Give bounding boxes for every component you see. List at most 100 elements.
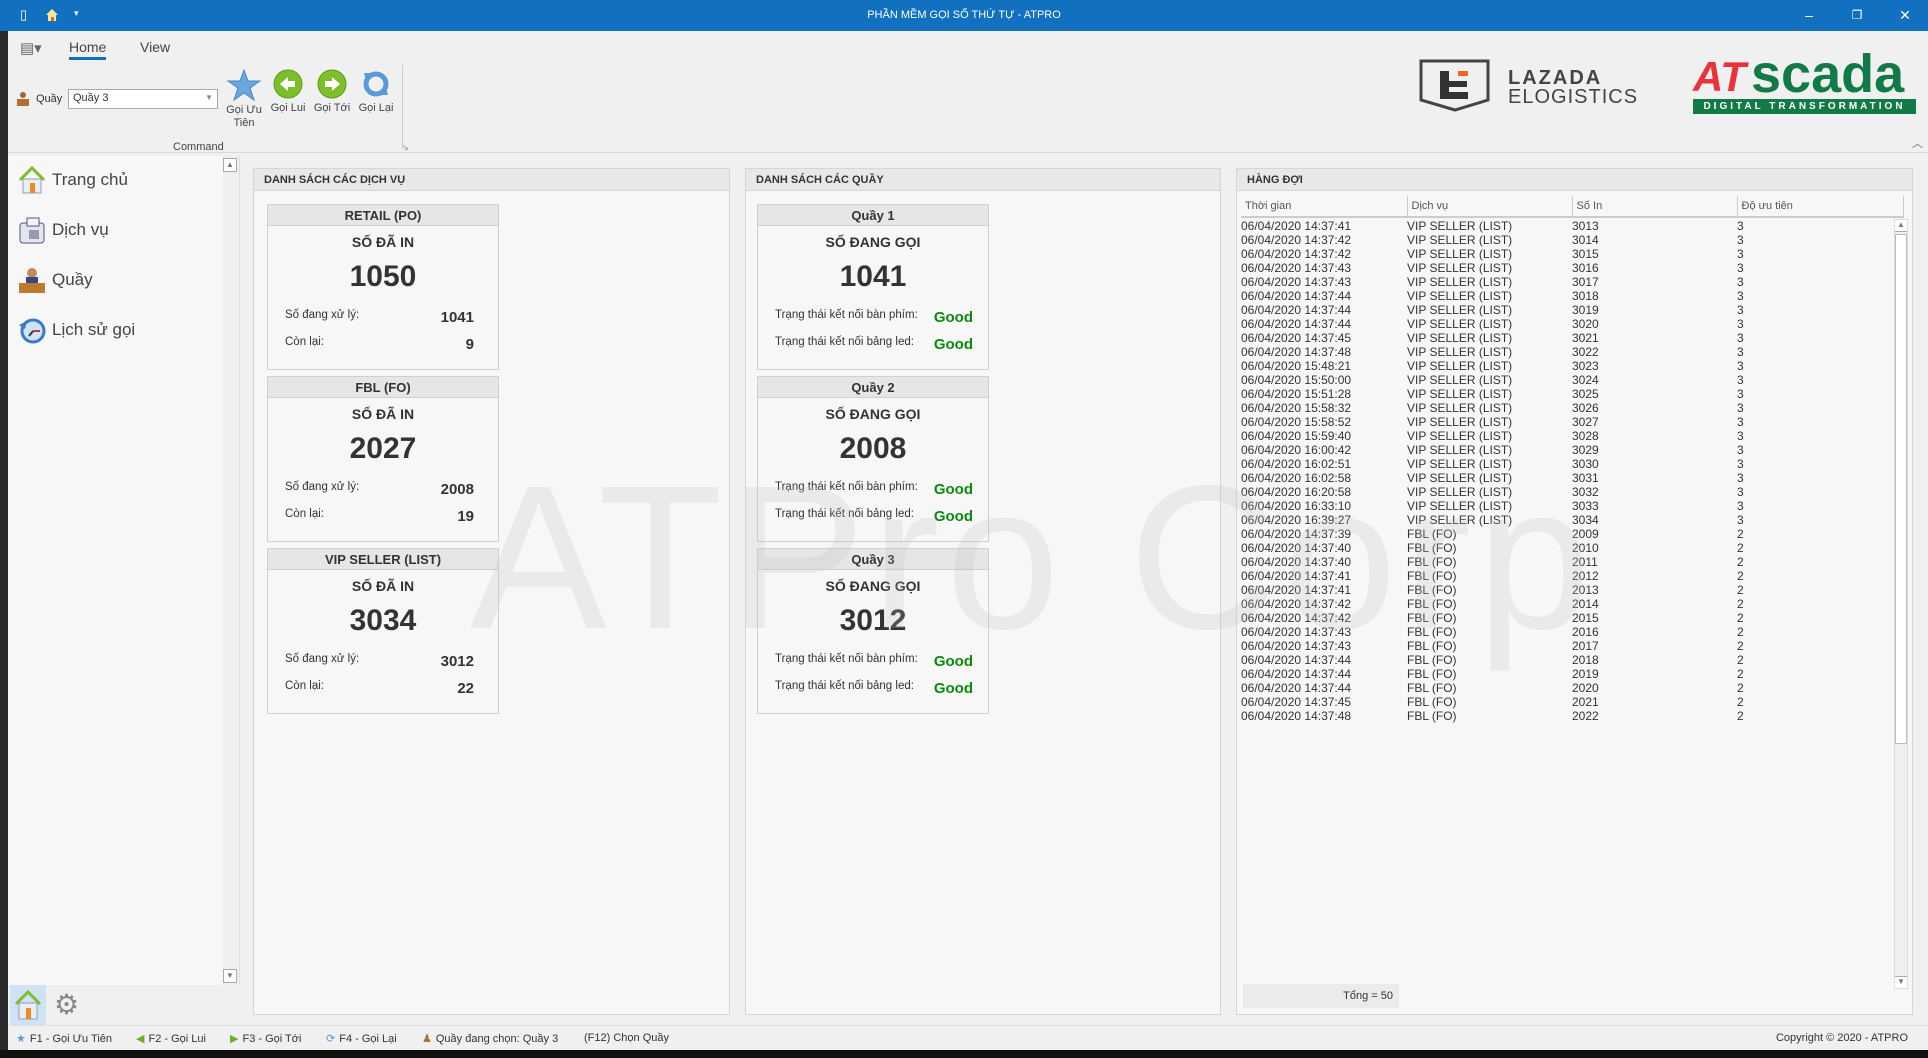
status-selected-counter: ♟ Quầy đang chọn: Quầy 3 — [422, 1032, 558, 1046]
table-row[interactable]: 06/04/2020 14:37:42 FBL (FO) 2015 2 — [1241, 611, 1903, 625]
call-again-button[interactable]: Gọi Lại — [354, 69, 398, 115]
nav-home-button[interactable] — [10, 985, 46, 1025]
quick-access-dropdown-icon[interactable]: ▾ — [74, 8, 79, 18]
table-row[interactable]: 06/04/2020 16:33:10 VIP SELLER (LIST) 3033… — [1241, 499, 1903, 513]
cell-number: 2018 — [1572, 653, 1599, 667]
home-quick-icon[interactable] — [44, 7, 60, 23]
table-row[interactable]: 06/04/2020 15:50:00 VIP SELLER (LIST) 3024… — [1241, 373, 1903, 387]
table-row[interactable]: 06/04/2020 14:37:44 FBL (FO) 2019 2 — [1241, 667, 1903, 681]
table-row[interactable]: 06/04/2020 14:37:44 FBL (FO) 2020 2 — [1241, 681, 1903, 695]
column-header-time[interactable]: Thời gian — [1241, 196, 1408, 218]
sidebar-item-counter[interactable]: Quầy — [18, 260, 93, 300]
remaining-value: 19 — [457, 508, 474, 525]
scroll-up-button[interactable]: ▲ — [223, 158, 237, 172]
table-row[interactable]: 06/04/2020 16:20:58 VIP SELLER (LIST) 3032… — [1241, 485, 1903, 499]
table-row[interactable]: 06/04/2020 16:00:42 VIP SELLER (LIST) 3029… — [1241, 443, 1903, 457]
status-f3[interactable]: ▶ F3 - Gọi Tới — [230, 1032, 302, 1046]
table-row[interactable]: 06/04/2020 14:37:43 FBL (FO) 2016 2 — [1241, 625, 1903, 639]
cell-number: 2016 — [1572, 625, 1599, 639]
table-row[interactable]: 06/04/2020 14:37:41 FBL (FO) 2012 2 — [1241, 569, 1903, 583]
call-next-button[interactable]: Gọi Tới — [310, 69, 354, 115]
table-row[interactable]: 06/04/2020 16:02:51 VIP SELLER (LIST) 3030… — [1241, 457, 1903, 471]
table-row[interactable]: 06/04/2020 14:37:45 FBL (FO) 2021 2 — [1241, 695, 1903, 709]
table-row[interactable]: 06/04/2020 16:02:58 VIP SELLER (LIST) 3031… — [1241, 471, 1903, 485]
close-button[interactable]: ✕ — [1899, 7, 1911, 23]
status-f1[interactable]: ★ F1 - Gọi Ưu Tiên — [16, 1032, 112, 1046]
settings-gear-icon[interactable]: ⚙ — [54, 989, 80, 1020]
counter-name: Quầy 1 — [758, 205, 988, 226]
status-f3-label: F3 - Gọi Tới — [242, 1032, 302, 1045]
cell-time: 06/04/2020 16:02:58 — [1241, 471, 1352, 485]
table-row[interactable]: 06/04/2020 14:37:44 FBL (FO) 2018 2 — [1241, 653, 1903, 667]
status-f2[interactable]: ◀ F2 - Gọi Lui — [136, 1032, 206, 1046]
collapse-ribbon-icon[interactable]: ︿ — [1912, 138, 1923, 150]
table-row[interactable]: 06/04/2020 14:37:40 FBL (FO) 2011 2 — [1241, 555, 1903, 569]
cell-time: 06/04/2020 14:37:44 — [1241, 667, 1352, 681]
tab-view[interactable]: View — [140, 39, 171, 55]
table-row[interactable]: 06/04/2020 14:37:45 VIP SELLER (LIST) 3021… — [1241, 331, 1903, 345]
table-row[interactable]: 06/04/2020 15:59:40 VIP SELLER (LIST) 3028… — [1241, 429, 1903, 443]
keyboard-status-row: Trạng thái kết nối bàn phím: Good — [775, 481, 973, 498]
status-f12[interactable]: (F12) Chọn Quầy — [584, 1032, 669, 1044]
services-panel-title: DANH SÁCH CÁC DỊCH VỤ — [254, 169, 729, 191]
cell-service: FBL (FO) — [1407, 583, 1457, 597]
printed-number: 3034 — [349, 604, 417, 637]
sidebar-scrollbar[interactable] — [223, 156, 239, 985]
cell-number: 2012 — [1572, 569, 1599, 583]
tab-home[interactable]: Home — [69, 39, 107, 60]
app-menu-icon[interactable]: ▤▾ — [20, 40, 42, 57]
table-row[interactable]: 06/04/2020 14:37:48 FBL (FO) 2022 2 — [1241, 709, 1903, 723]
call-priority-button[interactable]: Gọi Ưu Tiên — [222, 69, 266, 130]
cell-time: 06/04/2020 14:37:40 — [1241, 541, 1352, 555]
cell-priority: 3 — [1737, 359, 1744, 373]
printed-label: SỐ ĐÃ IN — [351, 234, 415, 250]
call-back-button[interactable]: Gọi Lui — [266, 69, 310, 115]
counter-name: Quầy 3 — [758, 549, 988, 570]
table-row[interactable]: 06/04/2020 14:37:44 VIP SELLER (LIST) 3020… — [1241, 317, 1903, 331]
cell-service: VIP SELLER (LIST) — [1407, 443, 1513, 457]
dialog-launcher-icon[interactable]: ↘ — [402, 143, 409, 152]
table-row[interactable]: 06/04/2020 14:37:43 VIP SELLER (LIST) 3017… — [1241, 275, 1903, 289]
cell-time: 06/04/2020 15:58:32 — [1241, 401, 1352, 415]
scroll-down-button[interactable]: ▼ — [1895, 976, 1907, 988]
table-row[interactable]: 06/04/2020 14:37:42 VIP SELLER (LIST) 3015… — [1241, 247, 1903, 261]
table-row[interactable]: 06/04/2020 14:37:41 VIP SELLER (LIST) 3013… — [1241, 219, 1903, 233]
table-row[interactable]: 06/04/2020 15:58:52 VIP SELLER (LIST) 3027… — [1241, 415, 1903, 429]
cell-service: VIP SELLER (LIST) — [1407, 317, 1513, 331]
sidebar-item-services[interactable]: Dịch vụ — [18, 210, 109, 250]
table-row[interactable]: 06/04/2020 15:51:28 VIP SELLER (LIST) 3025… — [1241, 387, 1903, 401]
status-f4[interactable]: ⟳ F4 - Gọi Lại — [326, 1032, 397, 1046]
table-row[interactable]: 06/04/2020 14:37:48 VIP SELLER (LIST) 3022… — [1241, 345, 1903, 359]
table-row[interactable]: 06/04/2020 14:37:42 FBL (FO) 2014 2 — [1241, 597, 1903, 611]
processing-label: Số đang xử lý: — [285, 309, 360, 321]
table-row[interactable]: 06/04/2020 16:39:27 VIP SELLER (LIST) 3034… — [1241, 513, 1903, 527]
counter-select[interactable]: Quầy 3 ▼ — [68, 89, 218, 109]
sidebar-item-call-history[interactable]: Lịch sử gọi — [18, 310, 135, 350]
scroll-down-button[interactable]: ▼ — [223, 969, 237, 983]
table-row[interactable]: 06/04/2020 14:37:43 FBL (FO) 2017 2 — [1241, 639, 1903, 653]
table-row[interactable]: 06/04/2020 14:37:44 VIP SELLER (LIST) 3019… — [1241, 303, 1903, 317]
scroll-thumb[interactable] — [1895, 234, 1907, 744]
counter-icon — [19, 268, 45, 293]
table-row[interactable]: 06/04/2020 15:48:21 VIP SELLER (LIST) 3023… — [1241, 359, 1903, 373]
table-row[interactable]: 06/04/2020 14:37:42 VIP SELLER (LIST) 3014… — [1241, 233, 1903, 247]
processing-row: Số đang xử lý: 2008 — [285, 481, 474, 498]
table-row[interactable]: 06/04/2020 14:37:40 FBL (FO) 2010 2 — [1241, 541, 1903, 555]
column-header-service[interactable]: Dịch vụ — [1407, 196, 1573, 218]
table-row[interactable]: 06/04/2020 14:37:41 FBL (FO) 2013 2 — [1241, 583, 1903, 597]
lazada-line2: ELOGISTICS — [1508, 86, 1639, 108]
table-row[interactable]: 06/04/2020 14:37:39 FBL (FO) 2009 2 — [1241, 527, 1903, 541]
table-row[interactable]: 06/04/2020 14:37:44 VIP SELLER (LIST) 3018… — [1241, 289, 1903, 303]
table-row[interactable]: 06/04/2020 15:58:32 VIP SELLER (LIST) 3026… — [1241, 401, 1903, 415]
sidebar-item-home[interactable]: Trang chủ — [18, 160, 128, 200]
column-header-priority[interactable]: Độ ưu tiên — [1737, 196, 1904, 218]
queue-scrollbar[interactable]: ▲ ▼ — [1894, 219, 1908, 989]
refresh-icon: ⟳ — [326, 1033, 336, 1045]
column-header-number[interactable]: Số In — [1572, 196, 1738, 218]
minimize-button[interactable]: – — [1805, 7, 1813, 23]
scroll-up-button[interactable]: ▲ — [1895, 220, 1907, 232]
restore-button[interactable]: ❐ — [1851, 8, 1863, 22]
call-again-label: Gọi Lại — [358, 102, 394, 114]
status-f2-label: F2 - Gọi Lui — [148, 1032, 206, 1045]
table-row[interactable]: 06/04/2020 14:37:43 VIP SELLER (LIST) 3016… — [1241, 261, 1903, 275]
